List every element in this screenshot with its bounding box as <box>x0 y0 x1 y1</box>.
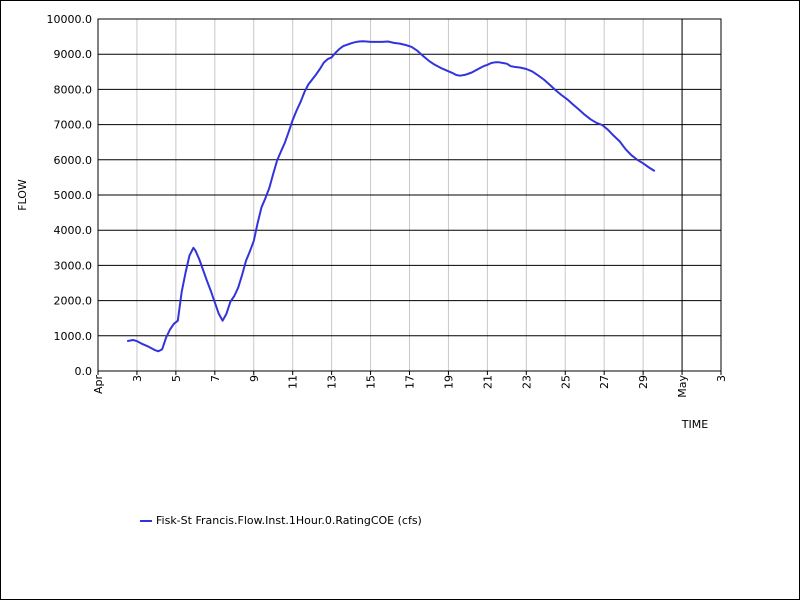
x-tick-label: 9 <box>248 375 261 382</box>
tick-labels: 0.0 1000.0 2000.0 3000.0 4000.0 5000.0 6000.0 7… <box>47 13 729 398</box>
x-tick-label: 23 <box>520 375 533 389</box>
x-tick-label: 3 <box>131 375 144 382</box>
x-tick-label: 25 <box>559 375 572 389</box>
y-tick-label: 4000.0 <box>54 224 93 237</box>
x-tick-label: 29 <box>637 375 650 389</box>
y-tick-label: 6000.0 <box>54 154 93 167</box>
x-tick-label: 19 <box>442 375 455 389</box>
x-tick-label: Apr <box>92 375 105 395</box>
legend: Fisk-St Francis.Flow.Inst.1Hour.0.Rating… <box>140 514 422 527</box>
y-tick-label: 1000.0 <box>54 330 93 343</box>
x-tick-label: 3 <box>715 375 728 382</box>
y-tick-label: 10000.0 <box>47 13 93 26</box>
x-tick-label: 21 <box>481 375 494 389</box>
x-tick-label: 13 <box>326 375 339 389</box>
y-tick-label: 0.0 <box>75 365 93 378</box>
y-axis-label: FLOW <box>16 179 29 211</box>
grid <box>97 18 722 372</box>
x-tick-label: 11 <box>287 375 300 389</box>
plot-area <box>127 40 656 353</box>
x-axis-label: TIME <box>681 418 708 431</box>
flow-series-line <box>127 40 656 353</box>
legend-swatch <box>140 519 152 522</box>
legend-label: Fisk-St Francis.Flow.Inst.1Hour.0.Rating… <box>156 514 422 527</box>
y-tick-label: 8000.0 <box>54 83 93 96</box>
x-tick-label: 17 <box>404 375 417 389</box>
axes <box>97 18 722 375</box>
y-tick-label: 7000.0 <box>54 119 93 132</box>
x-tick-label: May <box>676 375 689 398</box>
x-tick-label: 27 <box>598 375 611 389</box>
y-tick-label: 5000.0 <box>54 189 93 202</box>
x-tick-label: 15 <box>365 375 378 389</box>
x-tick-label: 5 <box>170 375 183 382</box>
y-tick-label: 9000.0 <box>54 48 93 61</box>
y-tick-label: 3000.0 <box>54 259 93 272</box>
y-tick-label: 2000.0 <box>54 295 93 308</box>
x-tick-label: 7 <box>209 375 222 382</box>
